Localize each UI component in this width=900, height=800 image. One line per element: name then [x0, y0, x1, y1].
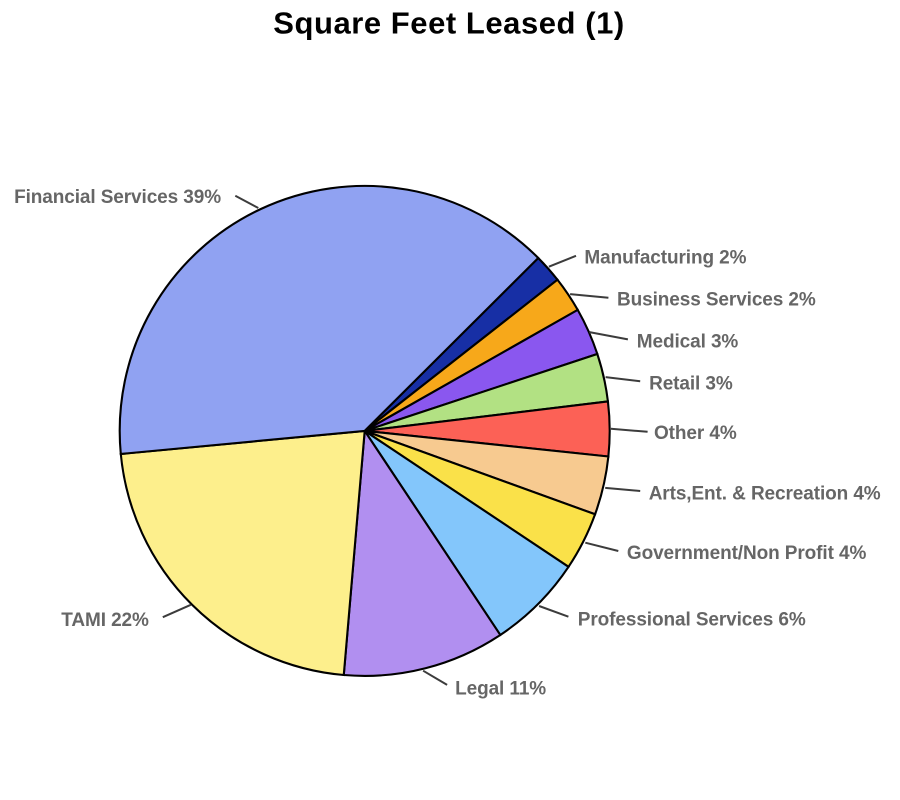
svg-text:Government/Non Profit 4%: Government/Non Profit 4% — [627, 543, 867, 564]
svg-text:Business Services 2%: Business Services 2% — [617, 290, 816, 311]
svg-text:Square Feet Leased (1): Square Feet Leased (1) — [273, 5, 625, 40]
svg-text:Legal 11%: Legal 11% — [455, 678, 546, 699]
svg-text:Arts,Ent. & Recreation 4%: Arts,Ent. & Recreation 4% — [649, 483, 881, 504]
svg-text:Retail 3%: Retail 3% — [649, 374, 733, 395]
svg-text:Professional Services 6%: Professional Services 6% — [578, 610, 806, 631]
svg-text:TAMI 22%: TAMI 22% — [61, 610, 149, 631]
svg-text:Financial Services 39%: Financial Services 39% — [14, 187, 221, 208]
svg-text:Medical 3%: Medical 3% — [637, 332, 739, 353]
svg-text:Other 4%: Other 4% — [654, 423, 737, 444]
svg-text:Manufacturing 2%: Manufacturing 2% — [584, 248, 746, 269]
